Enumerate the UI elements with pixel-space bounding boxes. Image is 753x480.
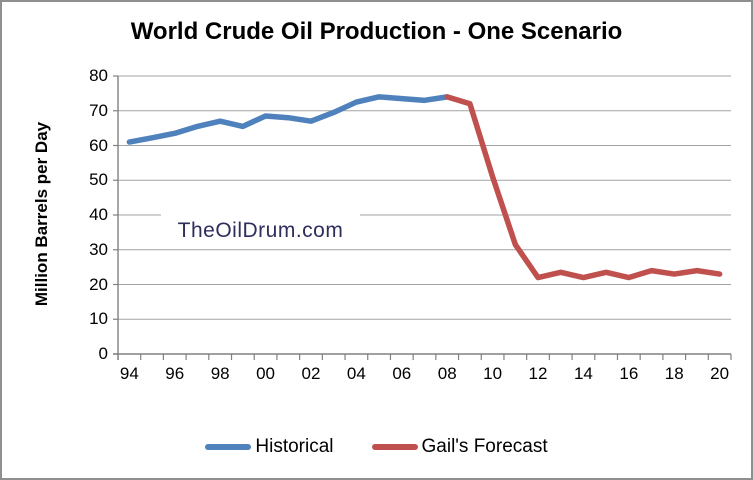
historical-line-swatch (205, 444, 252, 450)
legend-item-forecast: Gail's Forecast (371, 436, 548, 458)
y-tick-label: 70 (89, 100, 108, 120)
x-tick-label: 02 (301, 364, 321, 383)
y-tick-label: 80 (89, 66, 108, 85)
x-tick-label: 14 (573, 364, 593, 383)
forecast-line-swatch (371, 444, 418, 450)
legend-label-historical: Historical (255, 436, 334, 457)
legend-item-historical: Historical (205, 436, 334, 458)
y-tick-label: 10 (89, 309, 108, 329)
x-tick-label: 06 (392, 364, 412, 383)
x-tick-label: 04 (346, 364, 366, 383)
y-tick-label: 40 (89, 205, 108, 224)
x-tick-label: 94 (119, 364, 139, 383)
gail-s-forecast-line (444, 94, 723, 281)
x-tick-label: 96 (165, 364, 185, 383)
x-tick-label: 00 (256, 364, 276, 383)
legend-label-forecast: Gail's Forecast (421, 436, 548, 457)
x-tick-label: 12 (528, 364, 548, 383)
x-tick-label: 16 (619, 364, 639, 383)
x-tick-label: 20 (710, 364, 730, 383)
historical-line (126, 94, 450, 145)
x-tick-label: 10 (483, 364, 503, 383)
y-tick-label: 60 (89, 135, 108, 155)
y-tick-label: 30 (89, 239, 108, 259)
y-tick-label: 0 (98, 344, 108, 363)
x-tick-label: 08 (437, 364, 457, 383)
x-tick-label: 18 (664, 364, 684, 383)
chart-title: World Crude Oil Production - One Scenari… (130, 18, 623, 45)
y-tick-label: 20 (89, 274, 108, 294)
watermark: TheOilDrum.com (161, 213, 360, 248)
x-tick-label: 98 (210, 364, 230, 383)
legend: Historical Gail's Forecast (2, 436, 751, 458)
y-tick-label: 50 (89, 170, 108, 190)
